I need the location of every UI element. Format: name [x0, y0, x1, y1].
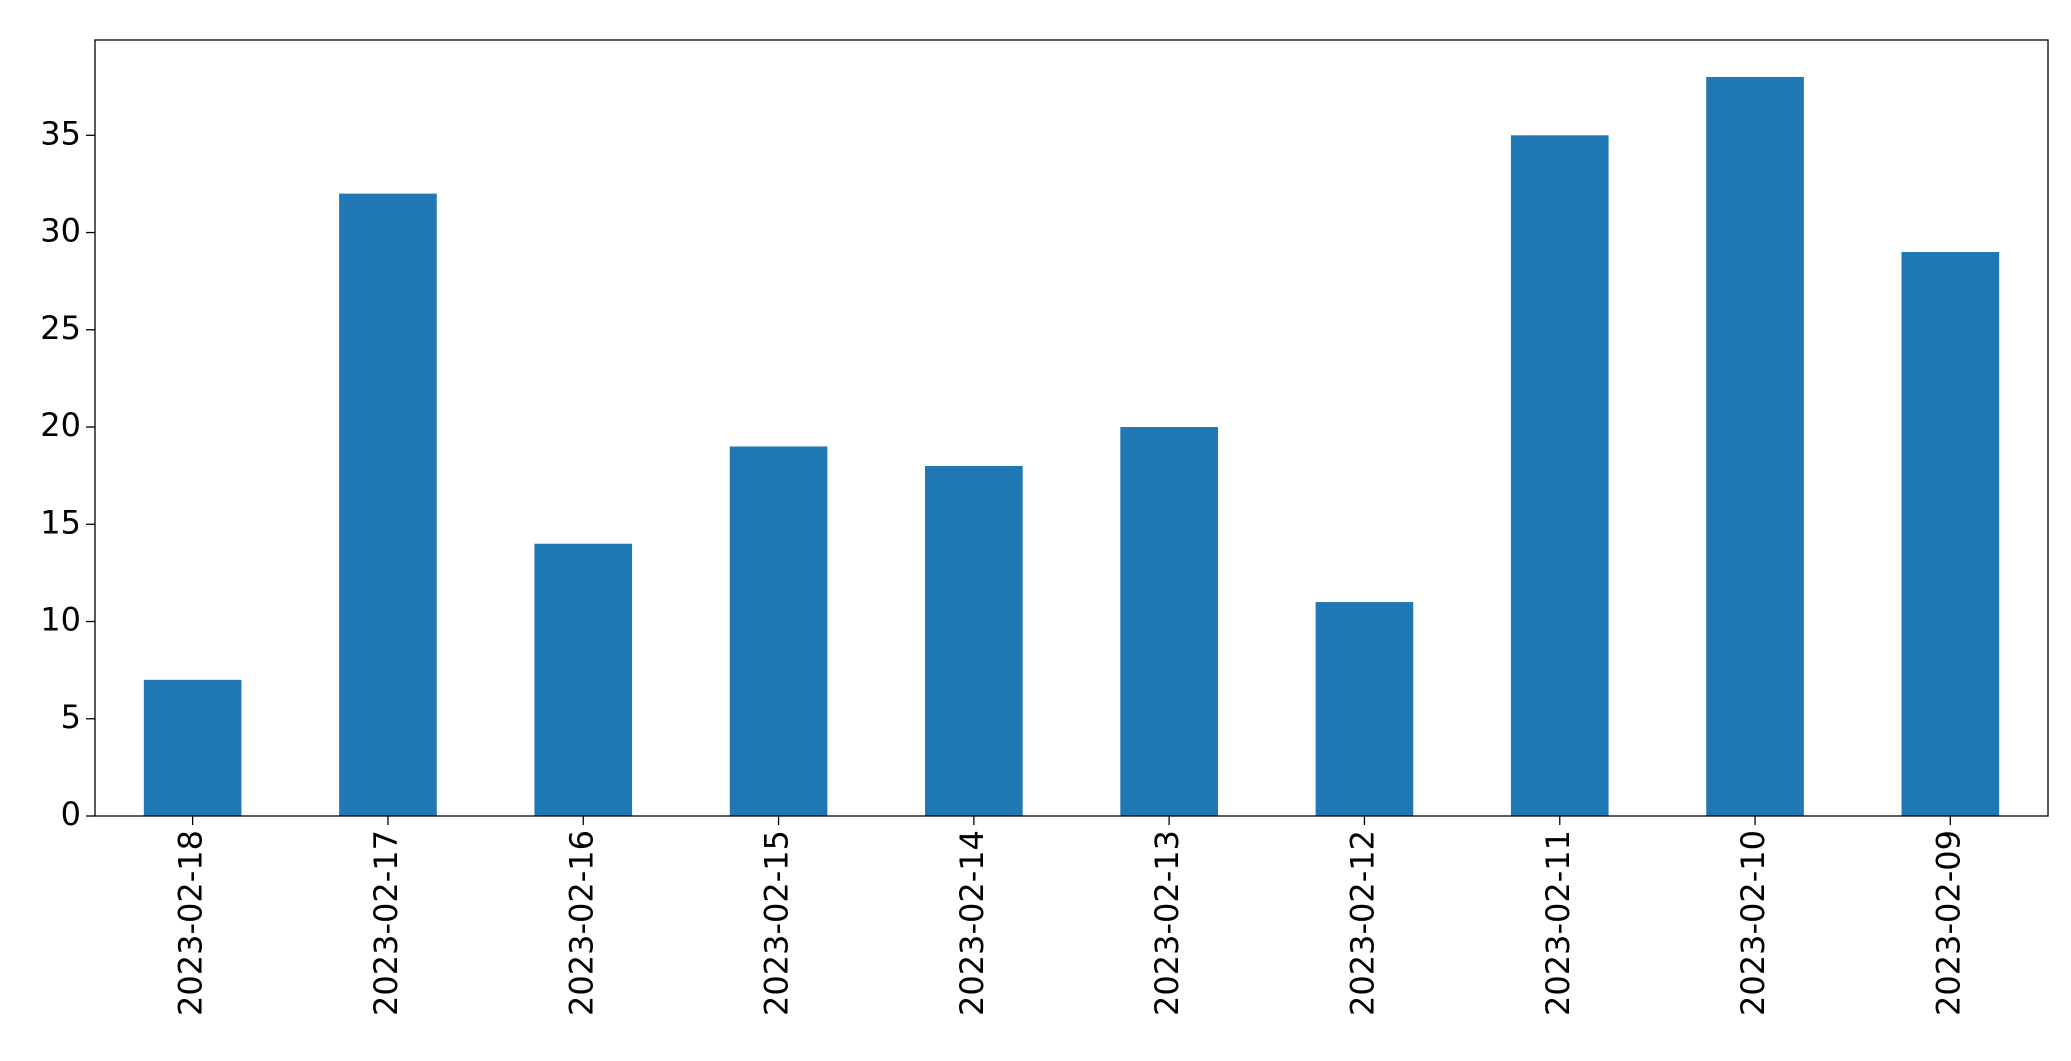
- y-tick-label: 15: [40, 503, 81, 541]
- x-tick-label: 2023-02-15: [758, 830, 796, 1016]
- x-tick-label: 2023-02-11: [1539, 830, 1577, 1016]
- x-tick-label: 2023-02-09: [1929, 830, 1967, 1016]
- x-tick-label: 2023-02-17: [367, 830, 405, 1016]
- x-tick-label: 2023-02-10: [1734, 830, 1772, 1016]
- y-tick-label: 5: [61, 698, 81, 736]
- bar: [143, 679, 242, 816]
- bar: [1510, 135, 1609, 817]
- x-tick-label: 2023-02-18: [172, 830, 210, 1016]
- x-tick-label: 2023-02-12: [1343, 830, 1381, 1016]
- y-tick-label: 25: [40, 309, 81, 347]
- y-tick-label: 10: [40, 601, 81, 639]
- bar: [534, 543, 633, 816]
- bar: [1315, 602, 1414, 816]
- y-tick-label: 35: [40, 114, 81, 152]
- bar: [925, 465, 1023, 816]
- x-tick-label: 2023-02-14: [953, 830, 991, 1016]
- bar: [729, 446, 828, 816]
- bar: [1706, 76, 1804, 816]
- bar: [1901, 251, 2000, 816]
- plot-frame: [94, 39, 2049, 817]
- x-tick-label: 2023-02-16: [562, 830, 600, 1016]
- y-tick-label: 0: [61, 795, 81, 833]
- x-tick-label: 2023-02-13: [1148, 830, 1186, 1016]
- y-tick-label: 20: [40, 406, 81, 444]
- y-tick-label: 30: [40, 212, 81, 250]
- bar: [339, 193, 437, 816]
- bar: [1120, 427, 1218, 816]
